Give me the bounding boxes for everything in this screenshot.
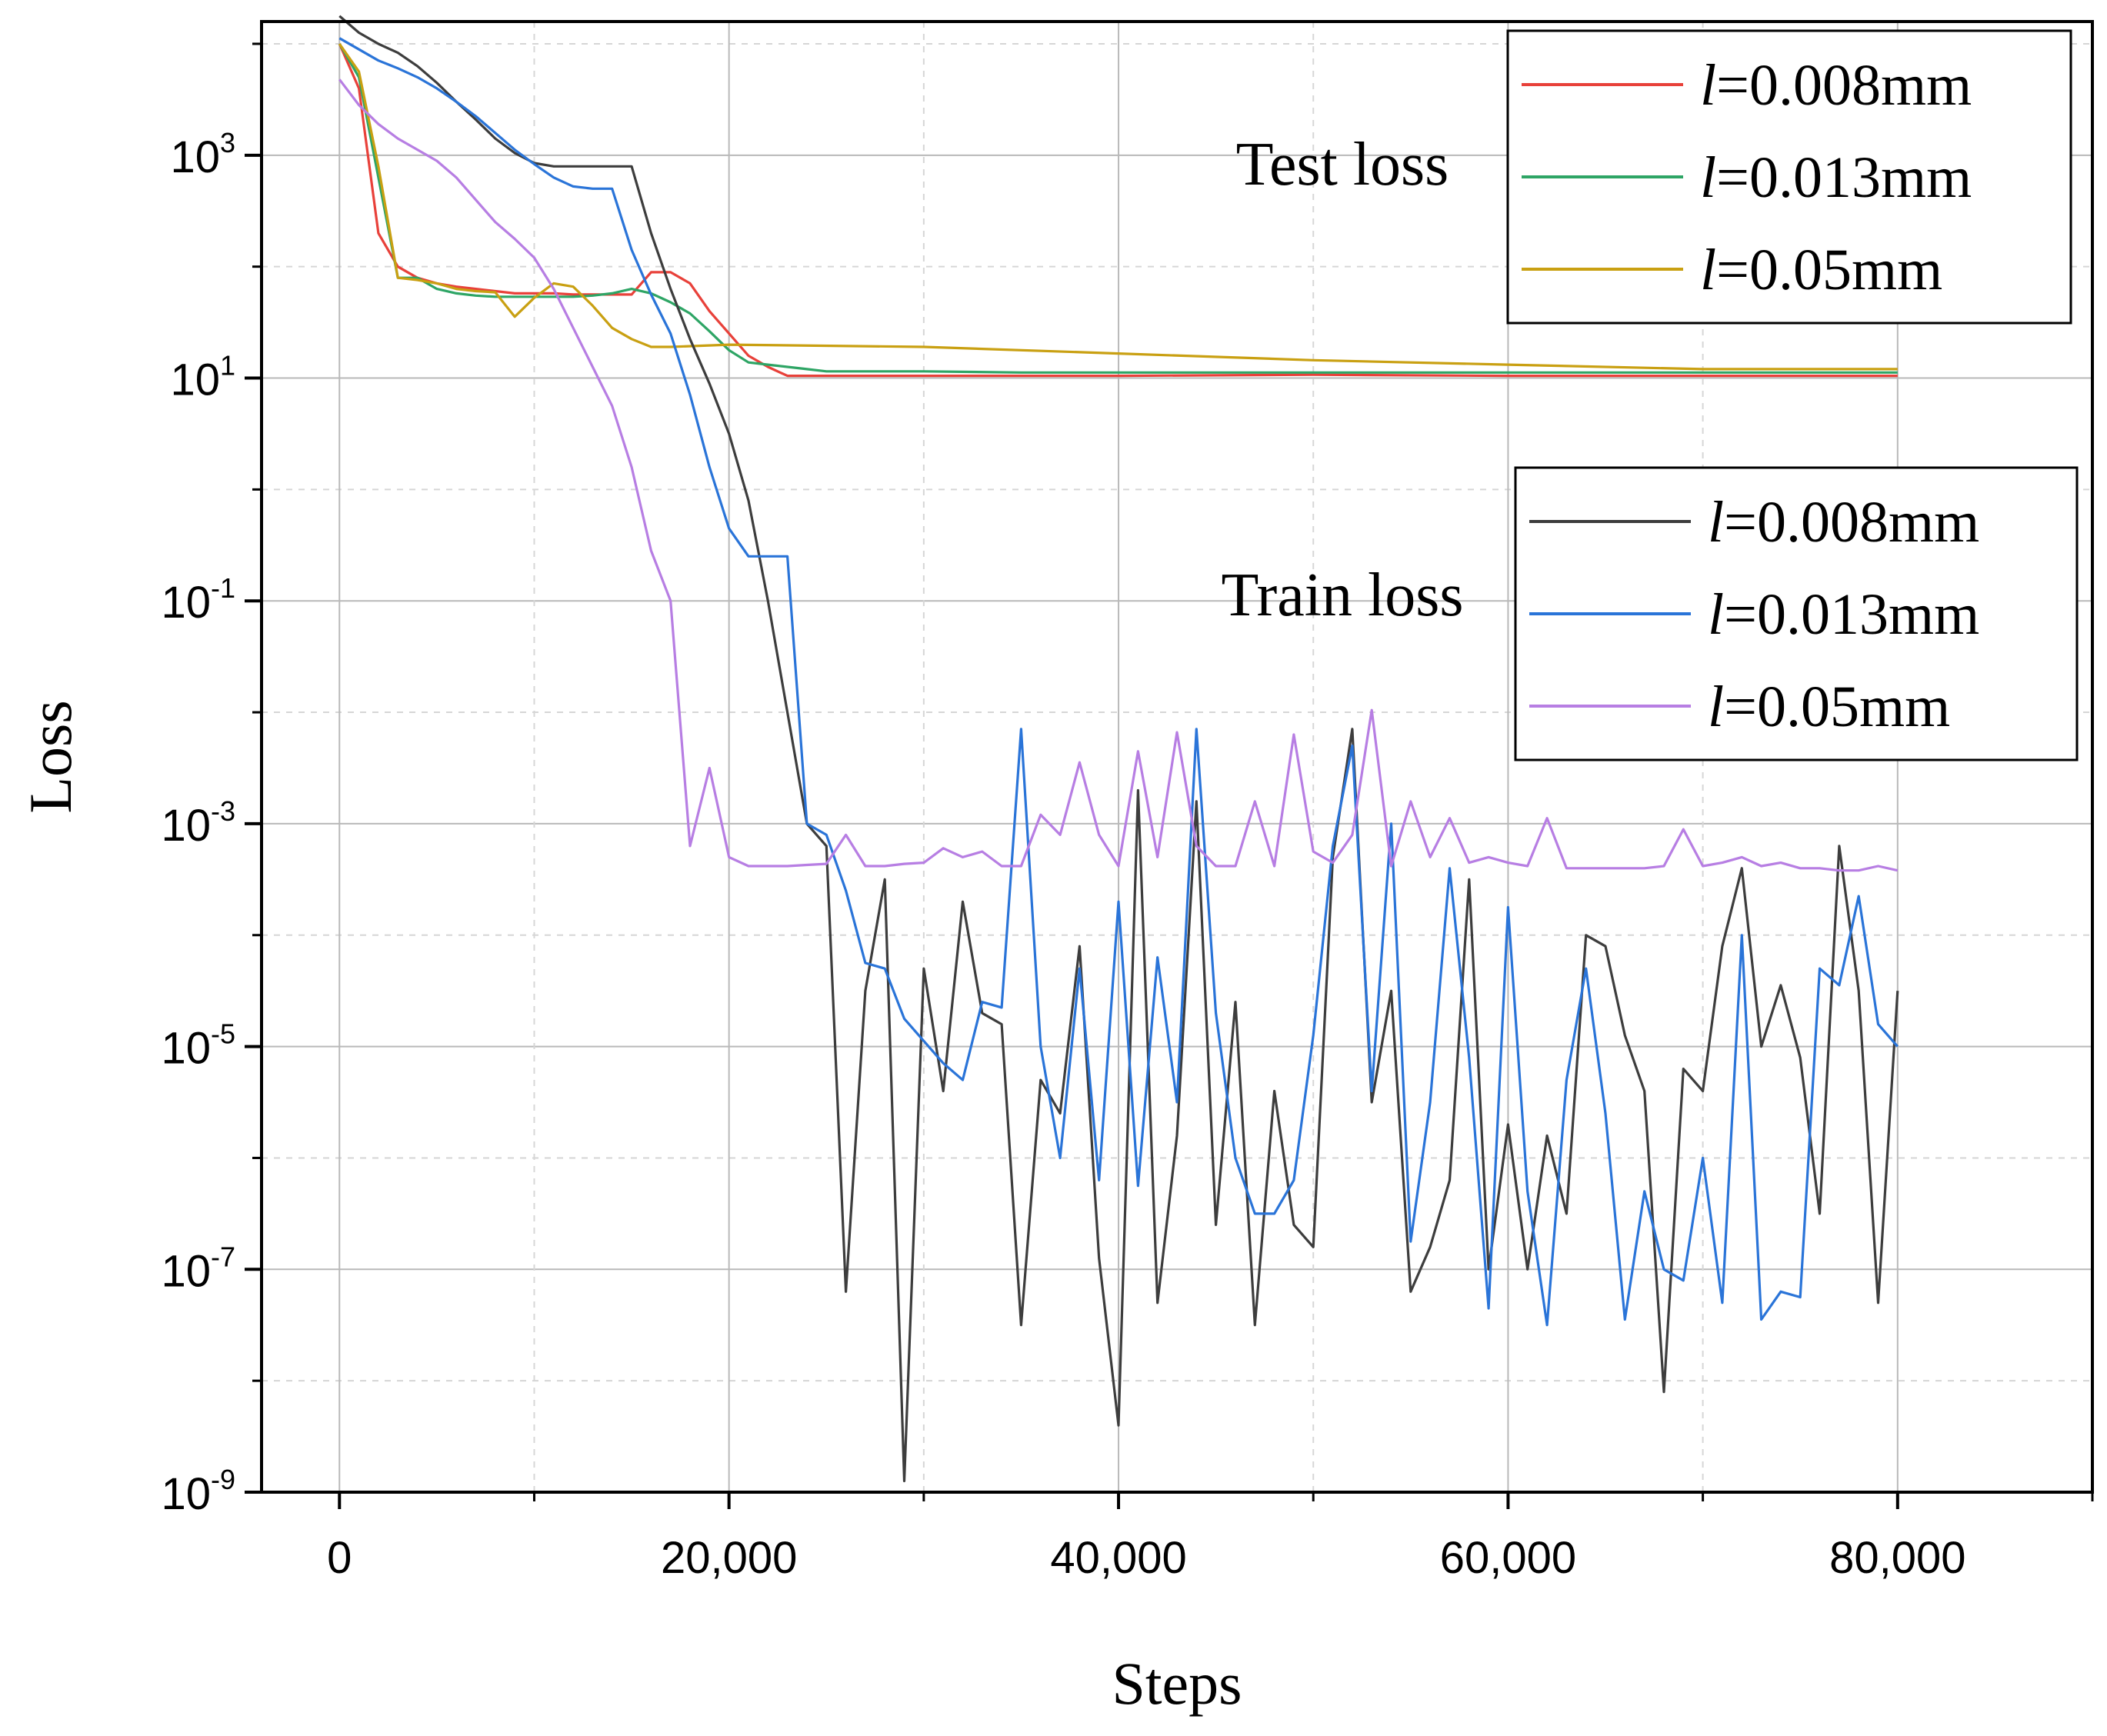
legend-label: l=0.05mm [1708, 675, 1950, 739]
y-tick-label: 10-3 [161, 795, 235, 851]
y-tick-label: 10-7 [161, 1241, 235, 1296]
x-tick-label: 60,000 [1440, 1533, 1576, 1583]
x-tick-label: 0 [327, 1533, 352, 1583]
series-line-4 [338, 37, 1899, 1327]
x-tick-label: 40,000 [1050, 1533, 1186, 1583]
x-tick-label: 20,000 [661, 1533, 797, 1583]
legend-label: l=0.008mm [1708, 490, 1979, 555]
x-axis-title: Steps [1112, 1650, 1242, 1717]
y-tick-label: 10-9 [161, 1464, 235, 1519]
x-tick-label: 80,000 [1829, 1533, 1965, 1583]
legend-label: l=0.013mm [1700, 145, 1972, 210]
legend-label: l=0.008mm [1700, 53, 1972, 118]
y-tick-label: 10-1 [161, 572, 235, 628]
axis-ticks: 0 20,000 40,000 60,000 80,000 103 101 10-1 10-3 1… [161, 42, 2094, 1583]
legend-label: l=0.013mm [1708, 582, 1979, 647]
legends: l=0.008mm l=0.013mm l=0.05mm l=0.008mm l=0.0… [1506, 29, 2079, 761]
plot-frame [260, 20, 2094, 1494]
series-line-2 [338, 43, 1898, 371]
test-loss-label: Test loss [1236, 131, 1449, 198]
y-tick-label: 101 [170, 350, 235, 405]
y-tick-label: 103 [170, 127, 235, 182]
series-layer [338, 15, 1899, 1483]
train-loss-label: Train loss [1222, 561, 1464, 629]
legend-label: l=0.05mm [1700, 238, 1942, 302]
y-axis-title: Loss [17, 700, 84, 813]
series-line-3 [338, 15, 1899, 1483]
y-tick-label: 10-5 [161, 1018, 235, 1074]
series-line-5 [338, 78, 1899, 872]
